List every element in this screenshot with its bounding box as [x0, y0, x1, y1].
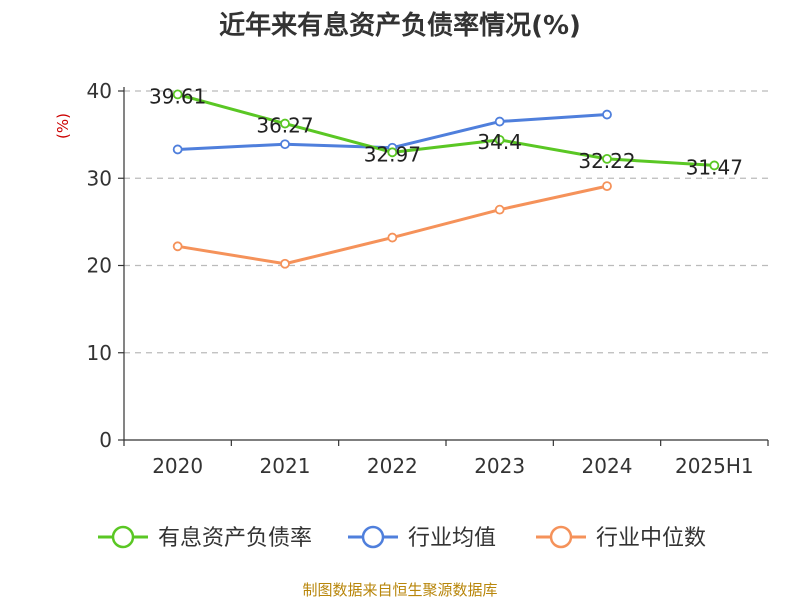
data-point-1-1: [280, 139, 290, 150]
legend-label-0: 有息资产负债率: [158, 526, 312, 551]
data-point-2-3: [494, 204, 505, 215]
data-label-4: 32.22: [578, 149, 635, 173]
data-point-0-5: [709, 160, 720, 171]
series-line-0: [177, 92, 715, 167]
data-point-1-4: [602, 109, 612, 120]
data-point-2-1: [280, 258, 290, 269]
legend-marker-1: [361, 525, 385, 549]
data-point-0-1: [280, 118, 290, 129]
axes: 0 10 20 30 40 2020 2021 2022 2023 2024 2025H1: [87, 79, 769, 478]
legend-label-1: 行业均值: [408, 526, 496, 551]
series-line-2: [177, 184, 608, 266]
data-point-1-3: [494, 116, 505, 127]
legend-marker-0: [111, 525, 135, 549]
x-tick-label-2025H1: 2025H1: [675, 454, 754, 478]
data-label-1: 36.27: [256, 114, 313, 138]
y-tick-label-40: 40: [87, 79, 112, 103]
data-label-5: 31.47: [686, 155, 743, 179]
data-point-0-0: [172, 89, 183, 100]
x-tick-label-2024: 2024: [582, 454, 633, 478]
x-tick-label-2023: 2023: [474, 454, 525, 478]
legend: 有息资产负债率 行业均值 行业中位数: [98, 525, 706, 551]
chart-title: 近年来有息资产负债率情况(%): [219, 10, 581, 41]
y-tick-label-0: 0: [99, 428, 112, 452]
y-tick-label-10: 10: [87, 341, 112, 365]
grid-lines: [124, 90, 768, 354]
data-point-0-4: [602, 153, 612, 164]
data-point-2-0: [172, 241, 183, 252]
data-point-2-2: [387, 232, 398, 243]
x-tick-label-2020: 2020: [152, 454, 203, 478]
y-tick-label-20: 20: [87, 254, 112, 278]
data-label-3: 34.4: [477, 130, 522, 154]
data-label-0: 39.61: [149, 84, 206, 108]
data-point-0-3: [494, 134, 505, 145]
x-tick-label-2022: 2022: [367, 454, 418, 478]
data-point-2-4: [602, 181, 612, 192]
legend-label-2: 行业中位数: [596, 526, 706, 551]
y-tick-label-30: 30: [87, 166, 112, 190]
legend-marker-2: [549, 525, 573, 549]
data-point-0-2: [387, 147, 398, 158]
source-note: 制图数据来自恒生聚源数据库: [302, 581, 497, 599]
data-point-1-0: [172, 144, 183, 155]
data-labels: 39.61 36.27 32.97 34.4 32.22 31.47: [149, 84, 743, 179]
data-label-2: 32.97: [364, 142, 421, 166]
y-axis-label: (%): [54, 113, 72, 139]
series-lines: [172, 89, 720, 269]
x-tick-label-2021: 2021: [260, 454, 311, 478]
